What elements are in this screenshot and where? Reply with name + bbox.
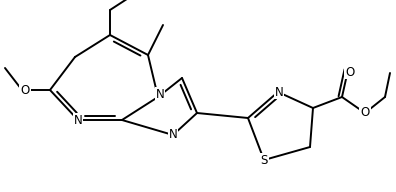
Text: O: O [360, 107, 369, 119]
Text: O: O [20, 84, 30, 97]
Text: N: N [156, 88, 164, 100]
Text: N: N [74, 113, 82, 127]
Text: N: N [169, 128, 177, 142]
Text: O: O [345, 65, 355, 79]
Text: S: S [260, 153, 268, 166]
Text: N: N [274, 85, 284, 98]
